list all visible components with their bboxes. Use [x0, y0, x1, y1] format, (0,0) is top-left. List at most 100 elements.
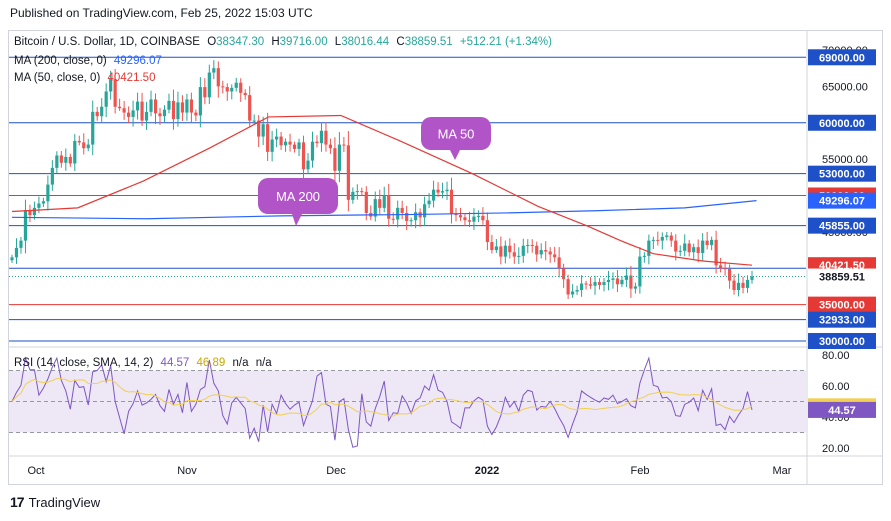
candle-body — [91, 111, 95, 145]
candle-body — [647, 240, 651, 256]
level-badge-60000: 60000.00 — [819, 118, 865, 130]
candle-body — [328, 144, 333, 149]
candle-body — [696, 247, 700, 253]
candle-body — [288, 141, 292, 145]
last-price-badge-bg — [808, 268, 876, 285]
candle-body — [579, 283, 584, 291]
candle-body — [463, 217, 467, 221]
candle-body — [275, 136, 279, 140]
candle-body — [319, 130, 324, 144]
candle-body — [494, 246, 498, 251]
candle-body — [324, 130, 328, 145]
level-badge-69000: 69000.00 — [819, 52, 865, 64]
candle-body — [701, 240, 705, 253]
candle-body — [270, 139, 274, 152]
price-change: +512.21 (+1.34%) — [459, 36, 552, 48]
candle-body — [180, 102, 185, 113]
candle-body — [530, 244, 534, 246]
candle-body — [10, 257, 14, 261]
time-axis-label: Mar — [773, 465, 792, 477]
candle-body — [351, 191, 355, 200]
candle-body — [230, 87, 234, 92]
candle-body — [588, 284, 593, 286]
candle-body — [454, 213, 458, 216]
rsi-badge: 44.57 — [828, 405, 856, 417]
footer: 17 TradingView — [10, 494, 100, 510]
candle-body — [257, 120, 261, 137]
candle-body — [73, 140, 77, 164]
candle-body — [414, 212, 418, 221]
candle-body — [719, 265, 723, 269]
candle-body — [575, 290, 579, 292]
candle-body — [615, 278, 620, 285]
candle-body — [553, 254, 557, 258]
candle-body — [292, 144, 297, 149]
published-header: Published on TradingView.com, Feb 25, 20… — [10, 6, 313, 20]
candle-body — [14, 247, 19, 258]
candle-body — [656, 239, 660, 241]
rsi-legend: RSI (14, close, SMA, 14, 2) 44.57 46.89 … — [14, 357, 276, 369]
candle-body — [283, 141, 288, 146]
candle-body — [194, 112, 198, 116]
ma200-line — [11, 200, 757, 220]
candle-body — [23, 210, 28, 241]
candle-body — [127, 112, 131, 117]
candle-body — [122, 108, 126, 113]
candle-body — [46, 184, 50, 202]
candle-body — [692, 247, 696, 253]
candle-body — [651, 239, 655, 241]
candle-body — [400, 207, 404, 213]
price-tick-label: 65000.00 — [822, 81, 868, 93]
candle-body — [440, 191, 445, 193]
candle-body — [723, 268, 727, 270]
candle-body — [149, 99, 153, 112]
ma200-callout-label: MA 200 — [276, 189, 320, 204]
candle-body — [687, 243, 691, 253]
candle-body — [346, 145, 350, 200]
candle-body — [387, 195, 391, 219]
candle-body — [355, 191, 359, 193]
rsi-badge-bg — [808, 401, 876, 418]
candle-body — [243, 92, 247, 96]
candle-body — [104, 91, 108, 107]
ohlc-close: C38859.51 — [396, 36, 453, 48]
candle-body — [638, 256, 642, 287]
candle-body — [261, 124, 265, 137]
candle-body — [503, 245, 507, 257]
level-badge-35000-bg — [808, 296, 876, 313]
candle-body — [135, 101, 140, 111]
rsi-sma-line — [11, 378, 753, 417]
ohlc-open: O38347.30 — [207, 36, 265, 48]
candle-body — [248, 95, 252, 121]
candle-body — [198, 87, 202, 116]
candle-body — [624, 275, 629, 280]
candle-body — [597, 282, 602, 285]
ma200-legend: MA (200, close, 0) 49296.07 — [14, 55, 166, 67]
candle-body — [620, 279, 624, 285]
level-badge-32933-bg — [808, 311, 876, 328]
last-price-badge: 38859.51 — [819, 272, 865, 284]
rsi-line — [11, 356, 753, 448]
candle-body — [431, 189, 436, 201]
candle-body — [562, 268, 566, 280]
candle-body — [207, 72, 211, 98]
candle-body — [153, 99, 158, 114]
time-axis-label: 2022 — [475, 465, 499, 477]
footer-brand: TradingView — [28, 494, 101, 510]
candle-body — [95, 111, 99, 117]
candle-body — [225, 87, 229, 92]
candle-body — [423, 204, 427, 218]
candle-body — [342, 144, 346, 146]
candle-body — [674, 240, 678, 252]
candle-body — [118, 106, 122, 109]
time-axis-label: Dec — [326, 465, 346, 477]
ohlc-high: H39716.00 — [271, 36, 328, 48]
candle-body — [458, 215, 463, 218]
candle-body — [750, 276, 754, 280]
candle-body — [82, 142, 86, 149]
na-1: n/a — [232, 357, 249, 369]
ma200-badge-bg — [808, 192, 876, 209]
candle-body — [535, 245, 539, 255]
level-badge-53000-bg — [808, 165, 876, 182]
